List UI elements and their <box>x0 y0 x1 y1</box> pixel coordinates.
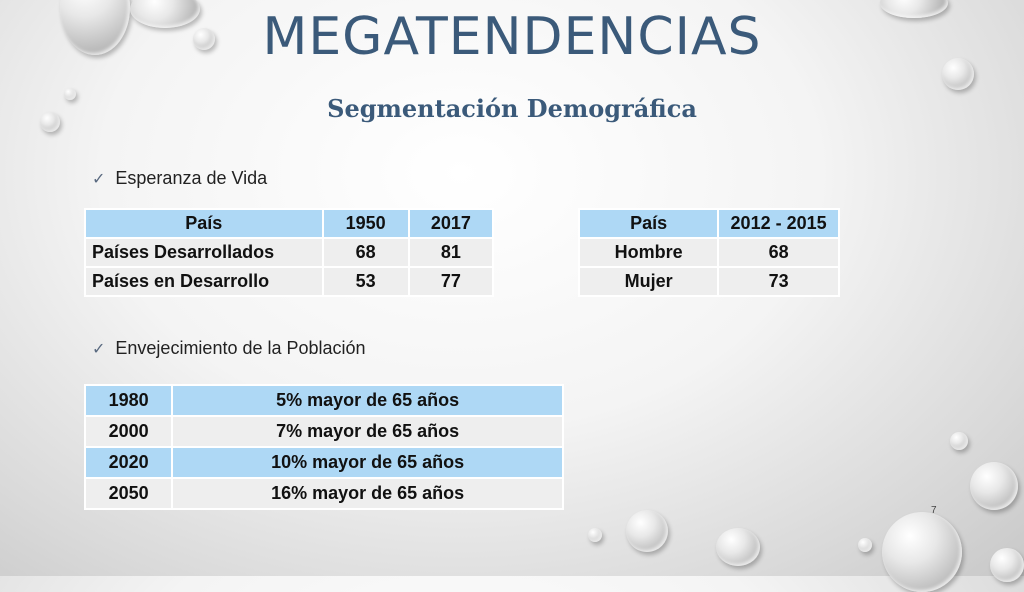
water-drop-decoration <box>950 432 968 450</box>
page-number: 7 <box>931 505 937 516</box>
table-cell: Hombre <box>577 237 720 268</box>
table-header-row: País 2012 - 2015 <box>577 208 840 239</box>
table-cell: 16% mayor de 65 años <box>171 477 564 510</box>
table-cell: 81 <box>407 237 495 268</box>
table-row: 2050 16% mayor de 65 años <box>83 477 564 510</box>
bullet-population-aging: ✓ Envejecimiento de la Población <box>92 338 366 359</box>
slide-title: MEGATENDENCIAS <box>262 7 762 67</box>
table-cell: 2050 <box>83 477 174 510</box>
table-cell: Países Desarrollados <box>84 237 324 268</box>
table-row: 2000 7% mayor de 65 años <box>83 415 564 448</box>
table-row: Países Desarrollados 68 81 <box>84 237 495 268</box>
table-cell: 2000 <box>83 415 174 448</box>
table-row: Mujer 73 <box>577 266 840 297</box>
table-row: Hombre 68 <box>577 237 840 268</box>
table-cell: 73 <box>717 266 840 297</box>
table-cell: 2020 <box>83 446 174 479</box>
water-drop-decoration <box>588 528 602 542</box>
table-cell: Mujer <box>577 266 720 297</box>
gender-life-expectancy-table: País 2012 - 2015 Hombre 68 Mujer 73 <box>577 208 840 297</box>
table-cell: 77 <box>407 266 495 297</box>
table-cell: 68 <box>321 237 410 268</box>
slide-subtitle: Segmentación Demográfica <box>327 94 697 123</box>
bullet-label: Esperanza de Vida <box>115 168 268 188</box>
water-drop-decoration <box>40 112 60 132</box>
checkmark-icon: ✓ <box>92 341 106 358</box>
water-drop-decoration <box>858 538 872 552</box>
population-aging-table: 1980 5% mayor de 65 años 2000 7% mayor d… <box>83 384 564 510</box>
table-header-row: País 1950 2017 <box>84 208 495 239</box>
header-cell: 2017 <box>407 208 495 239</box>
life-expectancy-table: País 1950 2017 Países Desarrollados 68 8… <box>84 208 495 297</box>
table-cell: 1980 <box>83 384 174 417</box>
water-drop-decoration <box>626 510 668 552</box>
table-row: 1980 5% mayor de 65 años <box>83 384 564 417</box>
table-cell: 68 <box>717 237 840 268</box>
header-cell: 2012 - 2015 <box>717 208 840 239</box>
table-row: Países en Desarrollo 53 77 <box>84 266 495 297</box>
water-drop-decoration <box>970 462 1018 510</box>
table-row: 2020 10% mayor de 65 años <box>83 446 564 479</box>
table-cell: 53 <box>321 266 410 297</box>
table-cell: 10% mayor de 65 años <box>171 446 564 479</box>
bullet-life-expectancy: ✓ Esperanza de Vida <box>92 168 267 189</box>
water-drop-decoration <box>716 528 760 566</box>
header-cell: País <box>84 208 324 239</box>
table-cell: Países en Desarrollo <box>84 266 324 297</box>
table-cell: 7% mayor de 65 años <box>171 415 564 448</box>
water-drop-decoration <box>882 512 962 592</box>
water-drop-decoration <box>880 0 948 18</box>
water-drop-decoration <box>64 88 76 100</box>
water-drop-decoration <box>193 28 215 50</box>
bullet-label: Envejecimiento de la Población <box>115 338 366 358</box>
header-cell: 1950 <box>321 208 410 239</box>
table-cell: 5% mayor de 65 años <box>171 384 564 417</box>
header-cell: País <box>577 208 720 239</box>
water-drop-decoration <box>990 548 1024 582</box>
water-drop-decoration <box>942 58 974 90</box>
checkmark-icon: ✓ <box>92 171 106 188</box>
